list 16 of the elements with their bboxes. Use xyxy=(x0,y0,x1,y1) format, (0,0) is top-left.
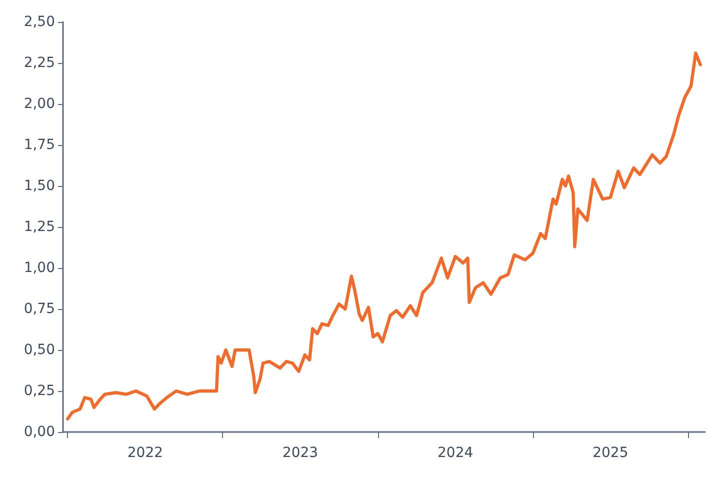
y-tick-label: 0,00 xyxy=(24,424,55,440)
x-tick-label: 2024 xyxy=(438,445,474,461)
x-tick-label: 2025 xyxy=(592,445,628,461)
y-tick-label: 0,25 xyxy=(24,383,55,399)
y-tick-label: 2,25 xyxy=(24,55,55,71)
y-tick-label: 0,75 xyxy=(24,301,55,317)
y-tick-label: 1,50 xyxy=(24,178,55,194)
x-tick-label: 2022 xyxy=(127,445,164,461)
line-series xyxy=(66,52,702,420)
y-tick-label: 2,50 xyxy=(24,14,55,30)
y-tick-label: 0,50 xyxy=(24,342,55,358)
y-tick-label: 1,25 xyxy=(24,219,55,235)
y-tick-label: 2,00 xyxy=(24,96,55,112)
y-tick-label: 1,75 xyxy=(24,137,55,153)
x-tick-label: 2023 xyxy=(282,445,318,461)
y-tick-label: 1,00 xyxy=(24,260,55,276)
